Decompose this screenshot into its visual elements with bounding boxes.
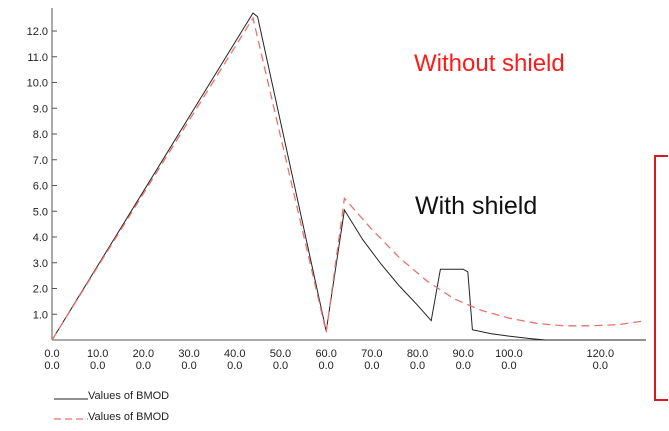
y-tick-label: 9.0	[33, 103, 48, 115]
series-line-dashed	[51, 16, 647, 341]
x-tick-sublabel: 0.0	[227, 360, 242, 372]
x-tick-label: 0.0	[44, 348, 59, 360]
with-shield-annotation: With shield	[415, 192, 538, 220]
x-tick-label: 120.0	[587, 348, 615, 360]
y-tick-label: 7.0	[33, 155, 48, 167]
y-tick-label: 2.0	[33, 284, 48, 296]
legend-label: Values of BMOD	[88, 411, 170, 423]
legend-item-solid: Values of BMOD	[54, 389, 169, 410]
x-axis: 0.00.010.00.020.00.030.00.040.00.050.00.…	[44, 339, 646, 372]
x-tick-label: 40.0	[224, 348, 245, 360]
legend-swatch-solid	[54, 389, 88, 401]
x-tick-sublabel: 0.0	[364, 360, 379, 372]
y-tick-label: 1.0	[33, 309, 48, 321]
x-tick-sublabel: 0.0	[501, 360, 516, 372]
x-tick-label: 70.0	[361, 348, 382, 360]
x-tick-sublabel: 0.0	[181, 360, 196, 372]
legend-item-dashed: Values of BMOD	[54, 410, 169, 431]
x-tick-label: 100.0	[495, 348, 523, 360]
x-tick-label: 30.0	[178, 348, 199, 360]
y-tick-label: 12.0	[27, 26, 48, 38]
x-tick-label: 10.0	[87, 348, 108, 360]
x-tick-label: 50.0	[270, 348, 291, 360]
y-tick-label: 8.0	[33, 129, 48, 141]
x-tick-sublabel: 0.0	[273, 360, 288, 372]
x-tick-sublabel: 0.0	[456, 360, 471, 372]
y-tick-label: 3.0	[33, 258, 48, 270]
x-tick-label: 20.0	[133, 348, 154, 360]
series-lines	[51, 12, 647, 341]
x-tick-label: 90.0	[453, 348, 474, 360]
highlight-box	[654, 155, 668, 401]
y-tick-label: 5.0	[33, 206, 48, 218]
y-tick-label: 10.0	[27, 78, 48, 90]
x-tick-label: 80.0	[407, 348, 428, 360]
legend-label: Values of BMOD	[88, 390, 170, 402]
x-tick-sublabel: 0.0	[319, 360, 334, 372]
x-tick-sublabel: 0.0	[593, 360, 608, 372]
y-tick-label: 11.0	[27, 52, 48, 64]
x-tick-sublabel: 0.0	[44, 360, 59, 372]
y-axis: 1.0 2.0 3.0 4.0 5.0 6.0 7.0 8.0 9.0 10.0 11.0 12.0	[27, 8, 57, 340]
y-tick-label: 4.0	[33, 232, 48, 244]
legend: Values of BMOD Values of BMOD	[54, 389, 169, 431]
y-tick-label: 6.0	[33, 181, 48, 193]
x-tick-sublabel: 0.0	[136, 360, 151, 372]
without-shield-annotation: Without shield	[414, 50, 565, 77]
x-tick-sublabel: 0.0	[410, 360, 425, 372]
x-tick-label: 60.0	[315, 348, 336, 360]
legend-swatch-dashed	[54, 410, 88, 422]
x-tick-sublabel: 0.0	[90, 360, 105, 372]
